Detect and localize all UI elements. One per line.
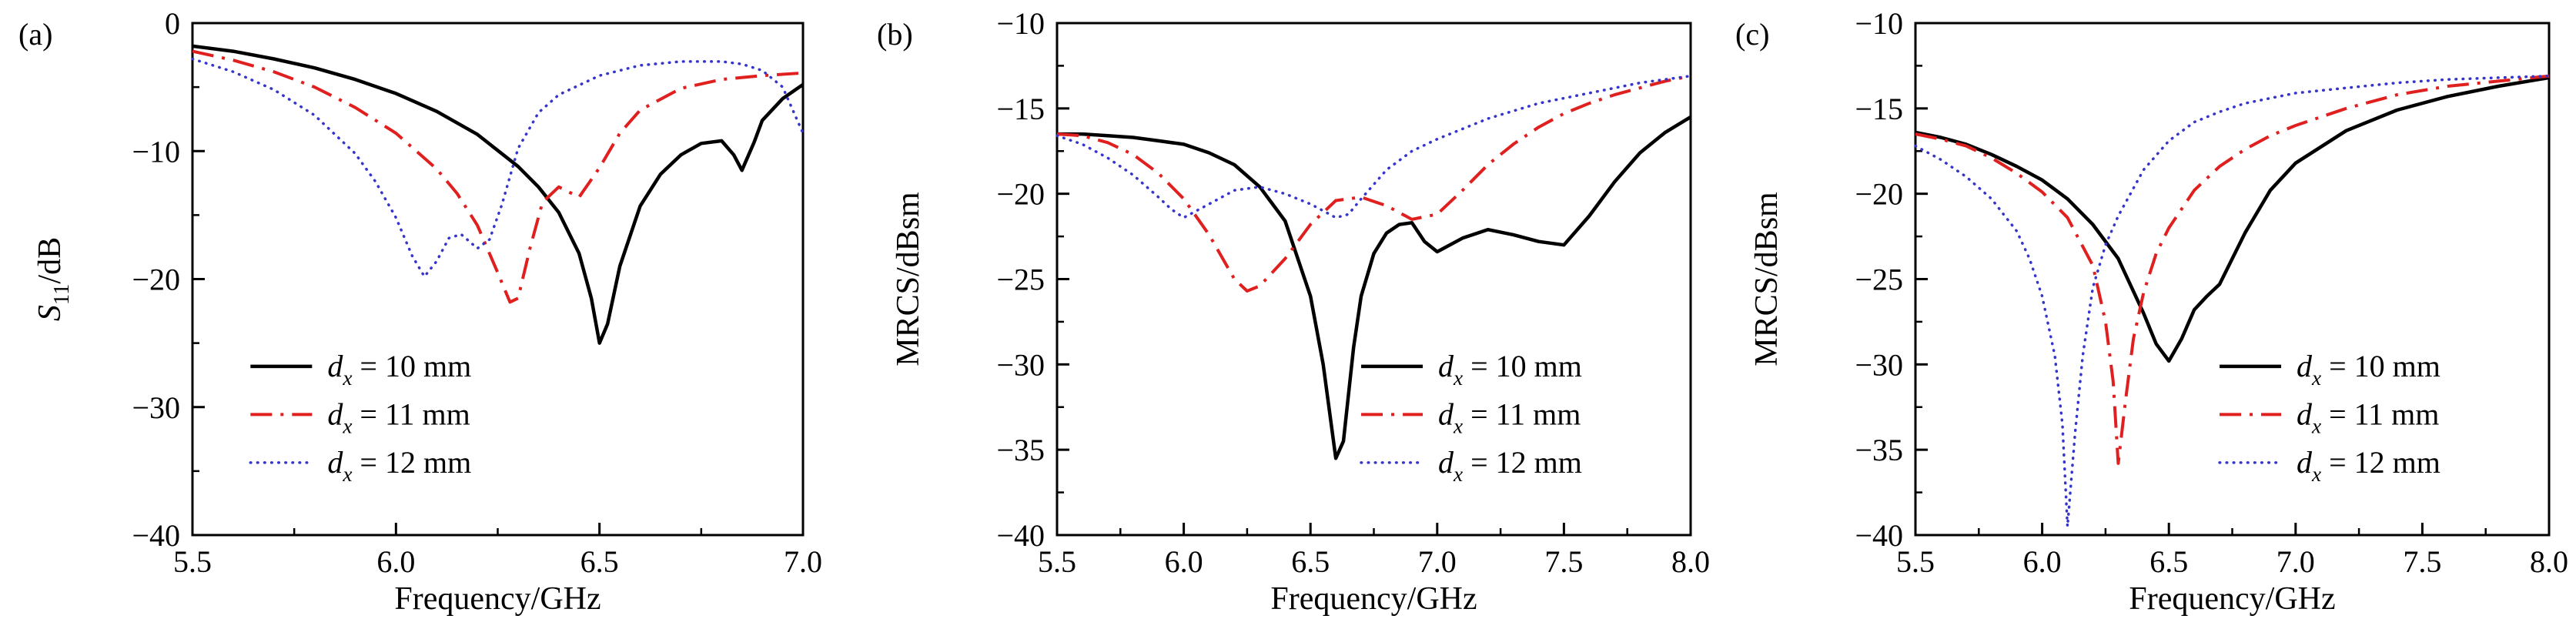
panel-label: (c)	[1735, 17, 1769, 52]
y-tick-label: −15	[1855, 92, 1903, 126]
x-tick-label: 7.5	[1544, 544, 1583, 579]
panel-label: (a)	[18, 17, 52, 52]
y-tick-label: −30	[1855, 347, 1903, 382]
y-tick-label: −35	[996, 433, 1045, 467]
y-tick-label: −40	[996, 518, 1045, 553]
y-tick-label: −25	[996, 263, 1045, 297]
series-line-dx-12-mm	[191, 57, 805, 278]
plot-box	[1055, 22, 1692, 537]
x-tick-label: 6.5	[1291, 544, 1330, 579]
chart-svg-b: 5.5 6.0 6.5 7.0 7.5 8.0 −10 −15 −20 −25 −30 −35 −40 F…	[877, 6, 1710, 617]
y-tick-label: 0	[165, 6, 180, 41]
y-tick-label: −40	[1855, 518, 1903, 553]
x-tick-label: 6.0	[1165, 544, 1203, 579]
x-axis-label: Frequency/GHz	[1270, 581, 1477, 617]
plot-box	[191, 22, 805, 537]
legend-label-dx-10-mm: dx = 10 mm	[1438, 349, 1582, 390]
x-tick-label: 6.5	[580, 544, 619, 579]
x-tick-label: 8.0	[2530, 544, 2568, 579]
series-line-dx-11-mm	[192, 49, 804, 304]
x-tick-label: 7.0	[2277, 544, 2315, 579]
y-tick-label: −35	[1855, 433, 1903, 467]
y-tick-label: −20	[996, 177, 1045, 212]
legend-label-dx-11-mm: dx = 11 mm	[327, 396, 470, 437]
chart-panel-a: 5.5 6.0 6.5 7.0 0 −10 −20 −30 −40 Frequency/GHz S1…	[0, 0, 858, 629]
series-line-dx-11-mm	[1056, 74, 1691, 293]
series-line-dx-10-mm	[192, 44, 805, 345]
y-axis-label: S11/dB	[32, 237, 74, 321]
y-tick-label: −10	[996, 6, 1045, 41]
y-tick-label: −10	[132, 134, 180, 169]
plot-box	[1914, 22, 2551, 537]
y-tick-label: −30	[996, 347, 1045, 382]
chart-svg-a: 5.5 6.0 6.5 7.0 0 −10 −20 −30 −40 Frequency/GHz S1…	[18, 6, 822, 617]
x-tick-label: 7.0	[784, 544, 822, 579]
legend-label-dx-11-mm: dx = 11 mm	[2297, 396, 2439, 437]
legend-label-dx-10-mm: dx = 10 mm	[2297, 349, 2441, 390]
series-line-dx-12-mm	[1914, 74, 2551, 528]
y-tick-label: −30	[132, 390, 180, 425]
x-tick-label: 5.5	[173, 544, 212, 579]
y-tick-label: −15	[996, 92, 1045, 126]
chart-svg-c: 5.5 6.0 6.5 7.0 7.5 8.0 −10 −15 −20 −25 −30 −35 −40 F…	[1735, 6, 2568, 617]
x-tick-label: 6.0	[376, 544, 415, 579]
y-tick-label: −25	[1855, 263, 1903, 297]
x-tick-label: 7.5	[2403, 544, 2441, 579]
legend-label-dx-12-mm: dx = 12 mm	[2297, 445, 2441, 486]
chart-panel-c: 5.5 6.0 6.5 7.0 7.5 8.0 −10 −15 −20 −25 −30 −35 −40 F…	[1717, 0, 2575, 629]
legend-label-dx-10-mm: dx = 10 mm	[327, 349, 471, 390]
series-line-dx-10-mm	[1057, 115, 1692, 460]
series-line-dx-10-mm	[1915, 75, 2550, 363]
x-tick-label: 8.0	[1671, 544, 1710, 579]
legend-label-dx-12-mm: dx = 12 mm	[327, 445, 471, 486]
x-tick-label: 7.0	[1418, 544, 1457, 579]
x-axis-label: Frequency/GHz	[2129, 581, 2335, 617]
y-tick-label: −20	[1855, 177, 1903, 212]
y-tick-label: −10	[1855, 6, 1903, 41]
y-axis-label: MRCS/dBsm	[1749, 192, 1785, 366]
series-line-dx-11-mm	[1915, 74, 2550, 465]
y-tick-label: −40	[132, 518, 180, 553]
panel-label: (b)	[877, 17, 913, 52]
legend-label-dx-11-mm: dx = 11 mm	[1438, 396, 1581, 437]
x-tick-label: 5.5	[1896, 544, 1935, 579]
legend-label-dx-12-mm: dx = 12 mm	[1438, 445, 1582, 486]
y-tick-label: −20	[132, 263, 180, 297]
x-tick-label: 6.0	[2023, 544, 2062, 579]
x-tick-label: 5.5	[1038, 544, 1076, 579]
x-axis-label: Frequency/GHz	[394, 581, 601, 617]
chart-panel-b: 5.5 6.0 6.5 7.0 7.5 8.0 −10 −15 −20 −25 −30 −35 −40 F…	[858, 0, 1717, 629]
y-axis-label: MRCS/dBsm	[891, 192, 926, 366]
x-tick-label: 6.5	[2149, 544, 2188, 579]
series-line-dx-12-mm	[1055, 74, 1692, 219]
